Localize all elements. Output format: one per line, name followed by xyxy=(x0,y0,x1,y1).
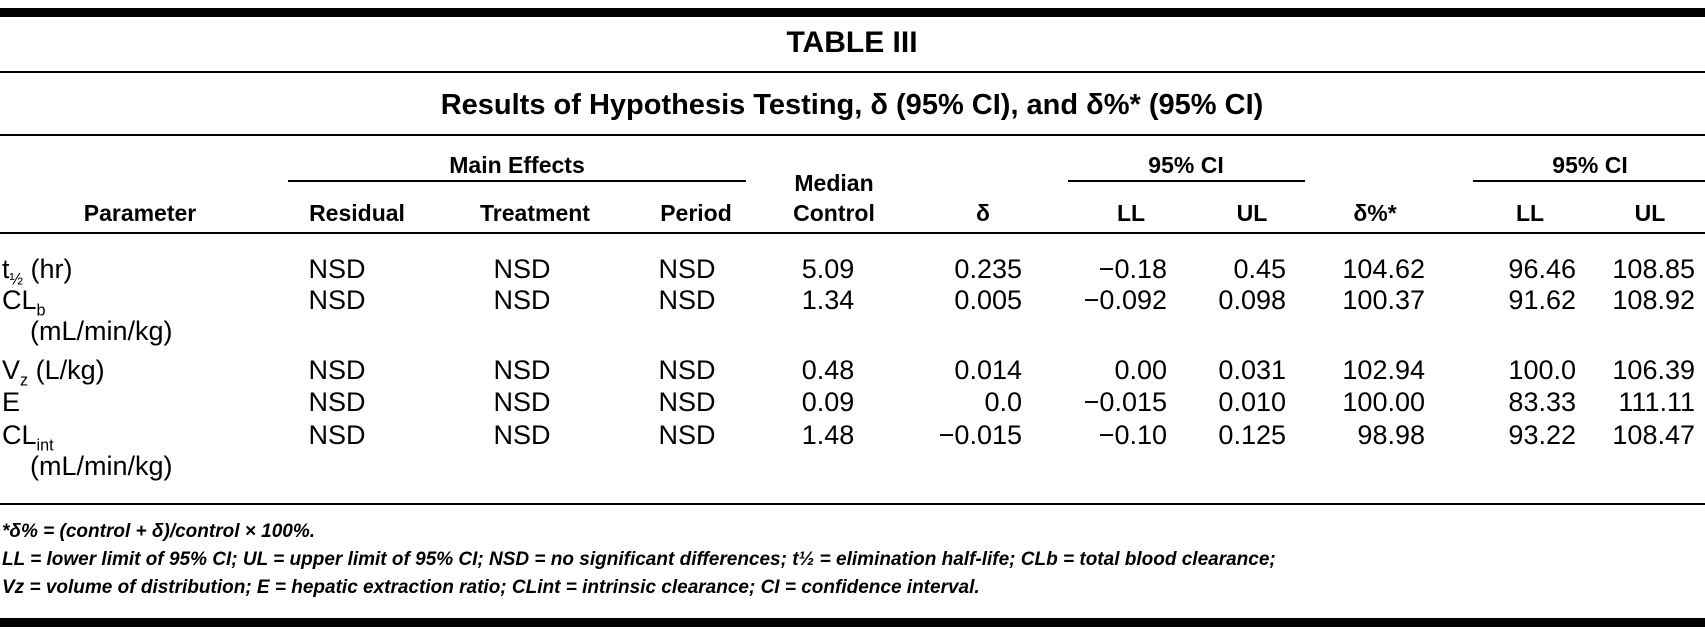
header-ul2: UL xyxy=(1634,200,1666,226)
footnote-abbreviations-1: LL = lower limit of 95% CI; UL = upper l… xyxy=(2,549,1276,570)
subtitle-rule xyxy=(0,134,1705,136)
cell-ul: 0.125 xyxy=(1218,420,1286,450)
cell-residual: NSD xyxy=(308,387,366,417)
cell-ul: 0.031 xyxy=(1218,355,1286,385)
cell-period: NSD xyxy=(658,254,716,284)
ci2-underline xyxy=(1473,180,1705,182)
param-unit-line2: (mL/min/kg) xyxy=(30,316,173,346)
param-cell: E xyxy=(2,387,20,418)
param-subscript: z xyxy=(20,371,29,390)
cell-residual: NSD xyxy=(308,355,366,385)
cell-delta-pct: 102.94 xyxy=(1342,355,1425,385)
cell-residual: NSD xyxy=(308,254,366,284)
cell-residual: NSD xyxy=(308,285,366,315)
header-ll2: LL xyxy=(1515,200,1545,226)
header-ci2: 95% CI xyxy=(1552,152,1628,178)
cell-ul: 0.45 xyxy=(1233,254,1286,284)
cell-ul2: 108.47 xyxy=(1612,420,1695,450)
cell-median: 5.09 xyxy=(801,254,855,284)
cell-ul2: 108.92 xyxy=(1612,285,1695,315)
cell-ll: −0.18 xyxy=(1098,254,1167,284)
cell-delta: 0.014 xyxy=(954,355,1022,385)
cell-period: NSD xyxy=(658,420,716,450)
cell-ll2: 96.46 xyxy=(1508,254,1576,284)
param-unit-line2: (mL/min/kg) xyxy=(30,451,173,481)
cell-delta: 0.0 xyxy=(984,387,1022,417)
header-residual: Residual xyxy=(309,200,405,226)
header-control: Control xyxy=(793,200,875,226)
cell-ll2: 100.0 xyxy=(1508,355,1576,385)
cell-ll2: 93.22 xyxy=(1508,420,1576,450)
header-delta-pct: δ%* xyxy=(1353,200,1397,226)
header-ul1: UL xyxy=(1236,200,1268,226)
cell-treatment: NSD xyxy=(493,254,551,284)
header-bottom-rule xyxy=(0,232,1705,234)
header-parameter: Parameter xyxy=(83,200,197,226)
param-symbol: V xyxy=(2,355,21,385)
footnote-abbreviations-2: Vz = volume of distribution; E = hepatic… xyxy=(2,577,980,598)
cell-median: 0.48 xyxy=(801,355,855,385)
param-unit: (L/kg) xyxy=(28,355,105,385)
cell-period: NSD xyxy=(658,285,716,315)
cell-treatment: NSD xyxy=(493,420,551,450)
footnote-delta-pct: *δ% = (control + δ)/control × 100%. xyxy=(2,521,316,542)
param-subscript: b xyxy=(36,301,46,320)
header-delta: δ xyxy=(976,200,990,226)
ci1-underline xyxy=(1068,180,1305,182)
cell-period: NSD xyxy=(658,387,716,417)
header-treatment: Treatment xyxy=(480,200,590,226)
cell-ul2: 108.85 xyxy=(1612,254,1695,284)
cell-ll: −0.092 xyxy=(1083,285,1167,315)
cell-median: 1.48 xyxy=(801,420,855,450)
param-unit: (hr) xyxy=(23,254,73,284)
title-rule xyxy=(0,71,1705,73)
cell-median: 0.09 xyxy=(801,387,855,417)
cell-ll: 0.00 xyxy=(1114,355,1167,385)
body-bottom-rule xyxy=(0,503,1705,505)
param-symbol: CL xyxy=(2,285,37,315)
header-main-effects: Main Effects xyxy=(449,152,585,178)
cell-delta: −0.015 xyxy=(938,420,1022,450)
cell-treatment: NSD xyxy=(493,285,551,315)
bottom-thick-rule xyxy=(0,618,1705,627)
param-cell: Vz (L/kg) xyxy=(2,355,105,390)
param-cell: t½ (hr) xyxy=(2,254,73,289)
cell-treatment: NSD xyxy=(493,355,551,385)
param-symbol: E xyxy=(2,387,21,417)
param-cell: CLint xyxy=(2,420,54,455)
cell-ul: 0.098 xyxy=(1218,285,1286,315)
cell-delta-pct: 104.62 xyxy=(1342,254,1425,284)
cell-ll: −0.015 xyxy=(1083,387,1167,417)
param-cell: CLb xyxy=(2,285,46,320)
cell-ul2: 106.39 xyxy=(1612,355,1695,385)
param-symbol: t xyxy=(2,254,10,284)
param-symbol: CL xyxy=(2,420,37,450)
cell-ul2: 111.11 xyxy=(1618,387,1695,417)
cell-delta-pct: 100.00 xyxy=(1342,387,1425,417)
cell-ll2: 83.33 xyxy=(1508,387,1576,417)
main-effects-underline xyxy=(288,180,746,182)
header-median: Median xyxy=(794,170,874,196)
cell-treatment: NSD xyxy=(493,387,551,417)
param-subscript: int xyxy=(36,436,54,455)
header-period: Period xyxy=(660,200,732,226)
cell-delta-pct: 100.37 xyxy=(1342,285,1425,315)
cell-delta: 0.235 xyxy=(954,254,1022,284)
cell-residual: NSD xyxy=(308,420,366,450)
cell-ll: −0.10 xyxy=(1098,420,1167,450)
cell-delta: 0.005 xyxy=(954,285,1022,315)
cell-period: NSD xyxy=(658,355,716,385)
cell-delta-pct: 98.98 xyxy=(1357,420,1425,450)
header-ci1: 95% CI xyxy=(1148,152,1224,178)
cell-median: 1.34 xyxy=(801,285,855,315)
header-ll1: LL xyxy=(1116,200,1146,226)
table-title: TABLE III xyxy=(786,26,918,59)
param-subscript: ½ xyxy=(9,270,24,289)
top-thick-rule xyxy=(0,8,1705,17)
cell-ll2: 91.62 xyxy=(1508,285,1576,315)
cell-ul: 0.010 xyxy=(1218,387,1286,417)
table-subtitle: Results of Hypothesis Testing, δ (95% CI… xyxy=(440,89,1264,121)
